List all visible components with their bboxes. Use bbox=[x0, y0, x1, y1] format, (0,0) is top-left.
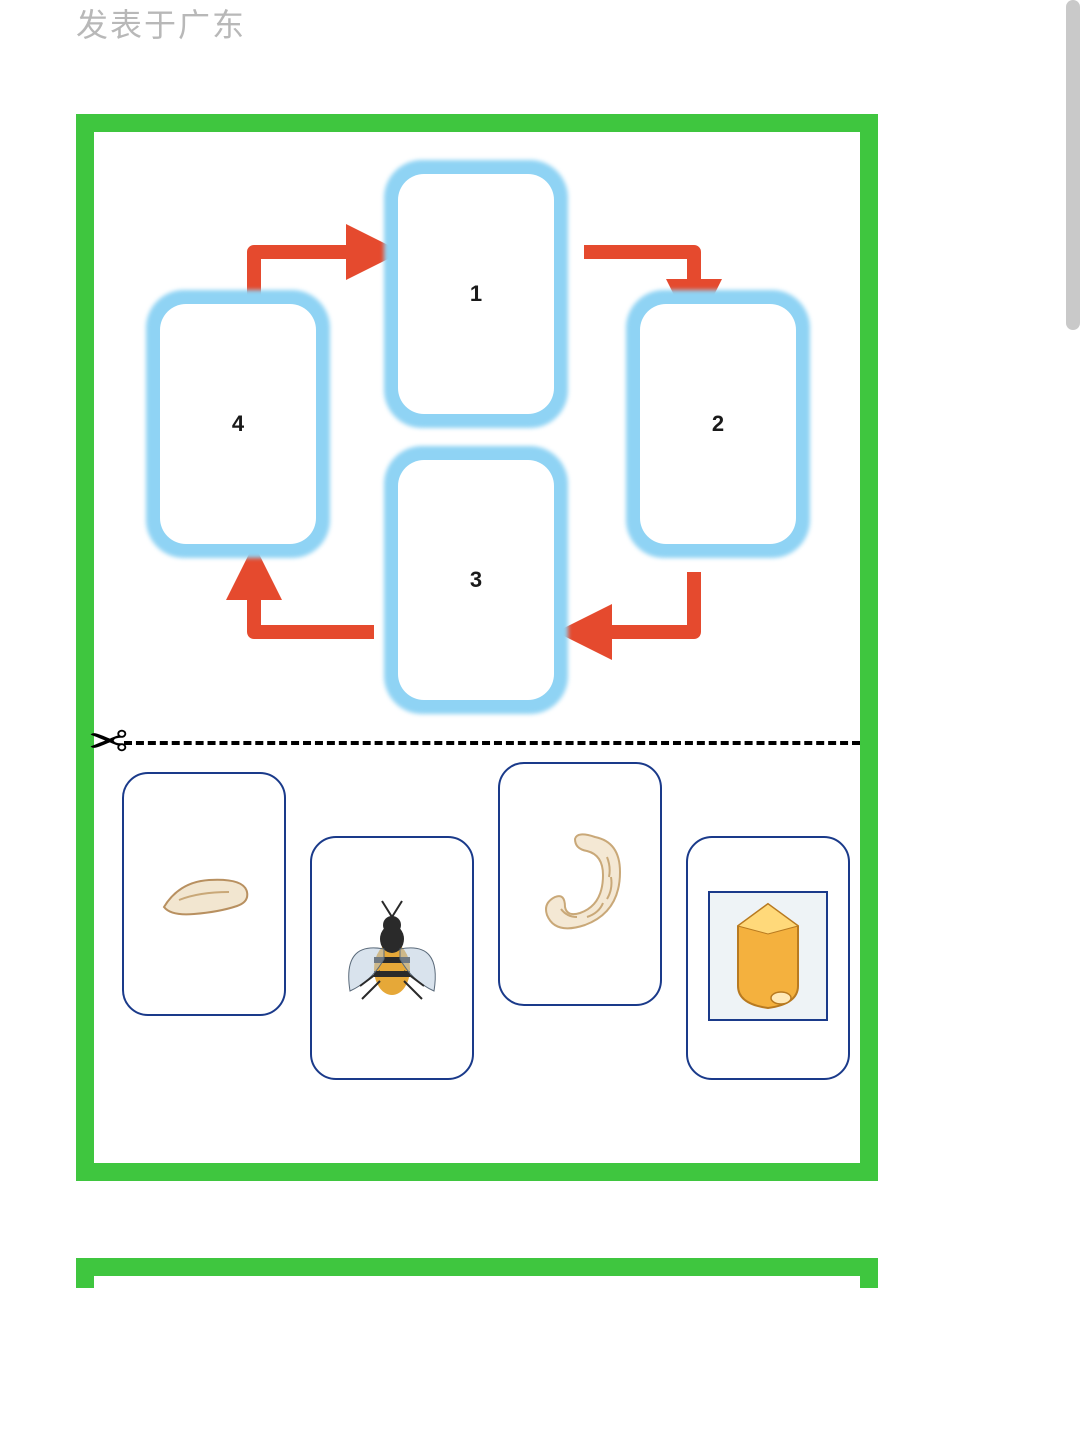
bee-icon bbox=[332, 891, 452, 1026]
larva-icon bbox=[525, 817, 635, 952]
cycle-box-3: 3 bbox=[396, 458, 556, 702]
cycle-box-label: 3 bbox=[470, 567, 482, 593]
header-location-text: 发表于广东 bbox=[76, 0, 246, 46]
lifecycle-diagram: 1 2 3 4 bbox=[94, 132, 860, 732]
cycle-box-label: 2 bbox=[712, 411, 724, 437]
cycle-box-label: 4 bbox=[232, 411, 244, 437]
cycle-box-label: 1 bbox=[470, 281, 482, 307]
cut-dashes bbox=[124, 741, 860, 745]
cycle-box-4: 4 bbox=[158, 302, 318, 546]
pupa-icon bbox=[149, 852, 259, 937]
cutout-cards-row bbox=[94, 772, 860, 1092]
egg-icon bbox=[703, 886, 833, 1031]
vertical-scrollbar[interactable] bbox=[1066, 0, 1080, 330]
cutout-card-bee bbox=[310, 836, 474, 1080]
worksheet-frame: 1 2 3 4 ✂ bbox=[76, 114, 878, 1181]
cut-line: ✂ bbox=[94, 728, 860, 758]
cycle-box-2: 2 bbox=[638, 302, 798, 546]
next-worksheet-peek bbox=[76, 1258, 878, 1288]
cutout-card-egg bbox=[686, 836, 850, 1080]
cycle-box-1: 1 bbox=[396, 172, 556, 416]
cutout-card-pupa bbox=[122, 772, 286, 1016]
cutout-card-larva bbox=[498, 762, 662, 1006]
